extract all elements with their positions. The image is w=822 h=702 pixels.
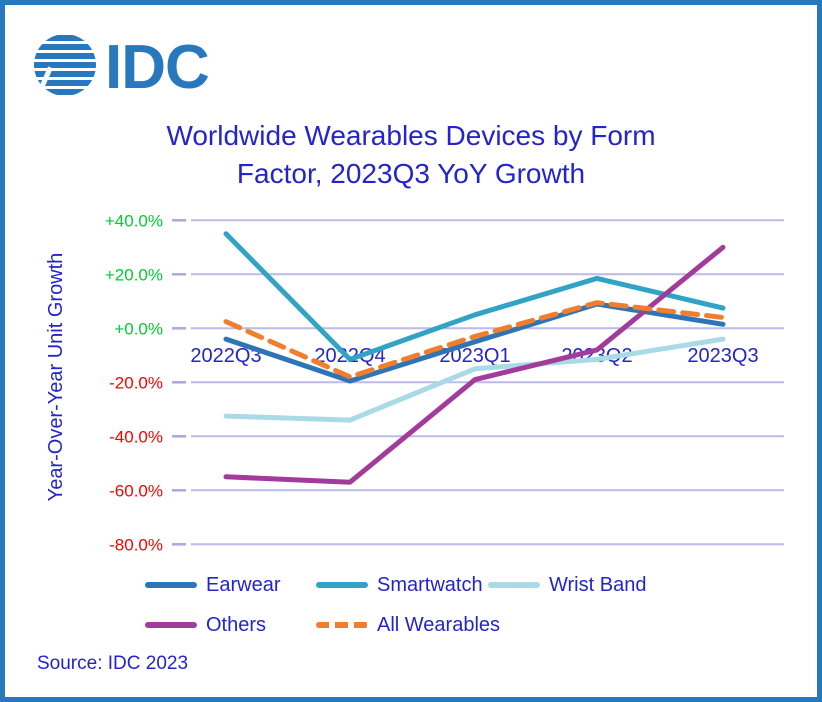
y-tick-label: -20.0% xyxy=(109,373,163,392)
series-line-all-wearables xyxy=(223,300,726,380)
gridlines-layer xyxy=(191,219,784,546)
y-axis-title: Year-Over-Year Unit Growth xyxy=(45,253,67,502)
y-tick-label: -60.0% xyxy=(109,481,163,500)
y-axis-ticks-layer: +40.0% +20.0% +0.0% -20.0% -40.0% -60.0% -80.0… xyxy=(105,211,186,554)
source-note: Source: IDC 2023 xyxy=(37,653,189,674)
series-line-wrist-band xyxy=(223,336,726,423)
x-axis-label: 2023Q3 xyxy=(687,345,758,367)
x-axis-label: 2023Q1 xyxy=(439,345,510,367)
y-tick-label: +0.0% xyxy=(114,319,163,338)
series-lines-layer xyxy=(223,231,726,485)
idc-logo: IDC xyxy=(33,32,210,102)
chart-title-line2: Factor, 2023Q3 YoY Growth xyxy=(236,158,586,189)
series-line-smartwatch xyxy=(223,231,726,362)
chart-title-line1: Worldwide Wearables Devices by Form xyxy=(166,120,656,151)
idc-globe-icon xyxy=(33,33,97,102)
y-tick-label: -80.0% xyxy=(109,535,163,554)
x-axis-label: 2022Q3 xyxy=(190,345,261,367)
line-chart-plot: +40.0% +20.0% +0.0% -20.0% -40.0% -60.0% -80.0… xyxy=(45,211,784,554)
series-line-others xyxy=(223,244,726,485)
y-tick-label: +40.0% xyxy=(105,211,163,230)
y-tick-label: +20.0% xyxy=(105,265,163,284)
series-line-earwear xyxy=(223,301,726,384)
y-tick-label: -40.0% xyxy=(109,427,163,446)
idc-logo-text: IDC xyxy=(105,32,210,102)
chart-title: Worldwide Wearables Devices by Form Fact… xyxy=(5,117,817,193)
